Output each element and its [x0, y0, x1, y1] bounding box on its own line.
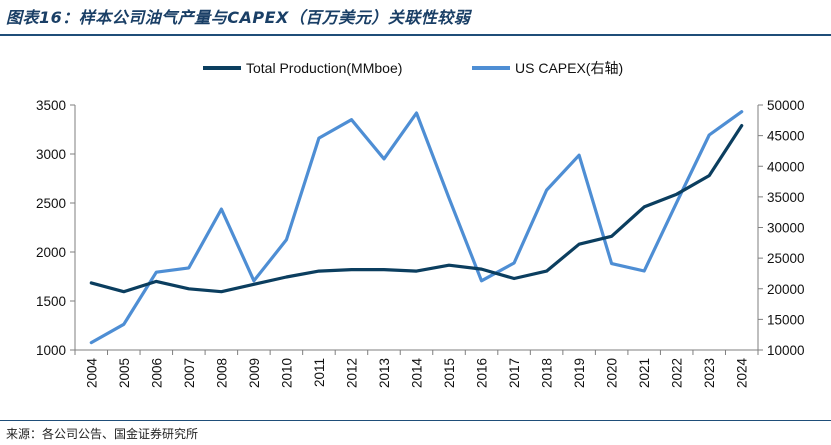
- y-left-tick-label: 3500: [36, 98, 66, 113]
- x-tick-label: 2004: [84, 358, 99, 389]
- legend: Total Production(MMboe) US CAPEX(右轴): [203, 60, 623, 76]
- y-right-tick-label: 20000: [767, 282, 805, 297]
- x-tick-label: 2020: [605, 358, 620, 388]
- y-right-tick-label: 40000: [767, 159, 805, 174]
- x-tick-label: 2022: [670, 358, 685, 388]
- x-tick-label: 2017: [507, 358, 522, 388]
- x-tick-label: 2013: [377, 358, 392, 388]
- x-tick-label: 2018: [540, 358, 555, 388]
- y-right-tick-label: 35000: [767, 190, 805, 205]
- y-right-tick-label: 10000: [767, 343, 805, 358]
- x-tick-label: 2015: [442, 358, 457, 388]
- y-right-tick-label: 45000: [767, 129, 805, 144]
- y-right-tick-label: 25000: [767, 251, 805, 266]
- title-divider: [0, 34, 831, 36]
- x-tick-label: 2011: [312, 358, 327, 387]
- y-left-tick-label: 2500: [36, 196, 66, 211]
- y-right-tick-label: 15000: [767, 312, 805, 327]
- series-line-production: [89, 123, 744, 294]
- x-tick-label: 2005: [117, 358, 132, 388]
- footer-divider: [0, 420, 831, 421]
- x-tick-label: 2019: [572, 358, 587, 388]
- x-tick-label: 2007: [182, 358, 197, 388]
- y-left-tick-label: 1000: [36, 343, 66, 358]
- y-left-tick-label: 3000: [36, 147, 66, 162]
- y-right-tick-label: 30000: [767, 221, 805, 236]
- x-tick-label: 2008: [214, 358, 229, 388]
- x-tick-label: 2023: [702, 358, 717, 388]
- series-lines: [89, 110, 744, 345]
- x-tick-label: 2014: [410, 358, 425, 389]
- x-tick-label: 2016: [475, 358, 490, 388]
- x-tick-label: 2006: [149, 358, 164, 388]
- axes: 1000 1500 2000 2500 3000 3500 10000 15000 20000 2…: [36, 98, 805, 388]
- y-left-tick-label: 2000: [36, 245, 66, 260]
- x-tick-label: 2010: [279, 358, 294, 388]
- series-line-capex: [89, 110, 744, 345]
- y-left-tick-label: 1500: [36, 294, 66, 309]
- x-tick-label: 2021: [637, 358, 652, 388]
- x-tick-label: 2012: [344, 358, 359, 388]
- x-tick-label: 2024: [735, 358, 750, 389]
- x-tick-label: 2009: [247, 358, 262, 388]
- chart-title: 图表16：样本公司油气产量与CAPEX（百万美元）关联性较弱: [6, 8, 471, 27]
- y-right-tick-label: 50000: [767, 98, 805, 113]
- source-note: 来源：各公司公告、国金证券研究所: [6, 427, 199, 441]
- legend-label-production: Total Production(MMboe): [246, 60, 402, 76]
- legend-label-capex: US CAPEX(右轴): [515, 60, 623, 76]
